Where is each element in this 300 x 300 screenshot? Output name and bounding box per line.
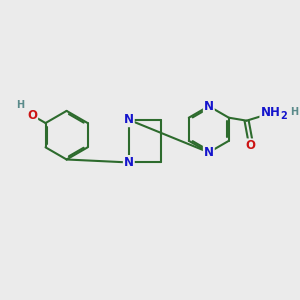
Text: NH: NH bbox=[260, 106, 280, 119]
Text: N: N bbox=[204, 100, 214, 112]
Text: N: N bbox=[204, 146, 214, 159]
Text: N: N bbox=[124, 156, 134, 169]
Text: N: N bbox=[124, 113, 134, 126]
Text: H: H bbox=[16, 100, 24, 110]
Text: H: H bbox=[291, 107, 299, 117]
Text: O: O bbox=[245, 140, 255, 152]
Text: 2: 2 bbox=[280, 111, 287, 121]
Text: O: O bbox=[27, 109, 37, 122]
